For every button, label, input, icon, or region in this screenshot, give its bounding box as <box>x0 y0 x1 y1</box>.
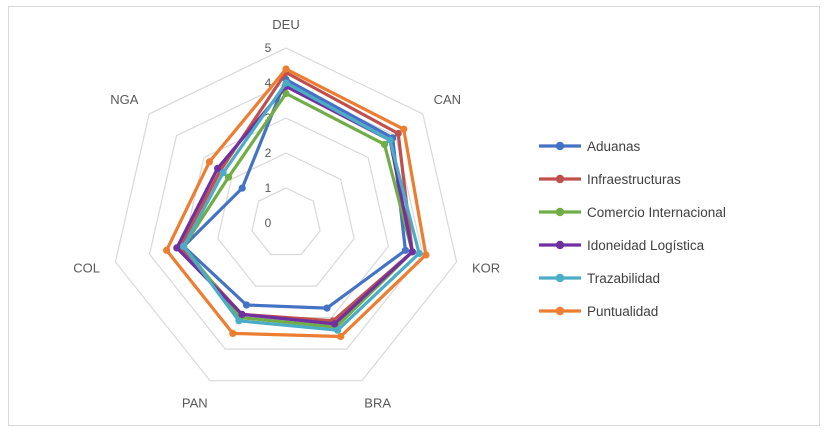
legend-marker <box>555 273 565 283</box>
series-trazabilidad <box>180 79 423 334</box>
data-point <box>229 329 237 337</box>
category-label: PAN <box>182 395 208 410</box>
data-point <box>214 164 222 172</box>
legend-marker <box>555 306 565 316</box>
data-point <box>238 310 246 318</box>
legend-label: Aduanas <box>587 139 641 154</box>
data-point <box>415 249 423 257</box>
tick-label: 0 <box>265 216 272 230</box>
data-point <box>380 140 389 148</box>
data-point <box>386 136 394 144</box>
legend-entry: Idoneidad Logística <box>539 238 705 253</box>
series-line <box>182 91 414 329</box>
legend-marker <box>555 141 565 151</box>
legend-entry: Infraestructuras <box>539 172 681 187</box>
grid-ring <box>217 152 355 287</box>
data-point <box>173 244 181 252</box>
series-line <box>165 67 428 339</box>
series-aduanas <box>180 75 409 312</box>
data-point <box>422 251 430 259</box>
data-point <box>282 79 290 87</box>
data-point <box>242 301 251 309</box>
data-point <box>408 248 416 256</box>
category-label: BRA <box>364 395 391 410</box>
data-point <box>401 246 409 254</box>
data-point <box>205 158 213 166</box>
legend-label: Comercio Internacional <box>587 205 726 220</box>
grid-ring <box>114 47 458 382</box>
category-label: COL <box>73 260 100 275</box>
data-point <box>163 246 171 254</box>
data-point <box>394 129 402 138</box>
legend-entry: Puntualidad <box>539 304 658 319</box>
data-point <box>180 242 188 250</box>
legend-marker <box>555 207 565 217</box>
series-line <box>182 81 421 332</box>
series-layer <box>163 65 430 341</box>
data-point <box>337 332 345 341</box>
data-point <box>400 125 408 133</box>
tick-label: 2 <box>265 146 272 160</box>
data-point <box>224 173 233 181</box>
legend-marker <box>555 240 565 250</box>
series-puntualidad <box>163 65 430 341</box>
legend-label: Idoneidad Logística <box>587 238 705 253</box>
legend-marker <box>555 174 565 184</box>
category-label: DEU <box>272 17 299 32</box>
legend-entry: Trazabilidad <box>539 271 660 286</box>
tick-label: 1 <box>265 181 272 195</box>
category-label: KOR <box>472 260 500 275</box>
legend-entry: Aduanas <box>539 139 641 154</box>
data-point <box>282 65 290 73</box>
category-labels: DEU CAN KOR BRA PAN COL NGA <box>73 17 500 410</box>
tick-label: 5 <box>265 41 272 55</box>
data-point <box>323 304 331 312</box>
legend-label: Trazabilidad <box>587 271 660 286</box>
legend: Aduanas Infraestructuras Comercio Internac… <box>539 139 726 319</box>
data-point <box>219 169 227 177</box>
data-point <box>334 326 342 334</box>
legend-label: Infraestructuras <box>587 172 681 187</box>
data-point <box>282 89 290 98</box>
grid-ring <box>251 187 321 256</box>
legend-entry: Comercio Internacional <box>539 205 726 220</box>
data-point <box>238 184 246 192</box>
category-label: NGA <box>110 92 139 107</box>
category-label: CAN <box>434 92 461 107</box>
data-point <box>235 317 243 325</box>
legend-label: Puntualidad <box>587 304 658 319</box>
tick-label: 4 <box>265 76 272 90</box>
data-point <box>331 320 339 328</box>
